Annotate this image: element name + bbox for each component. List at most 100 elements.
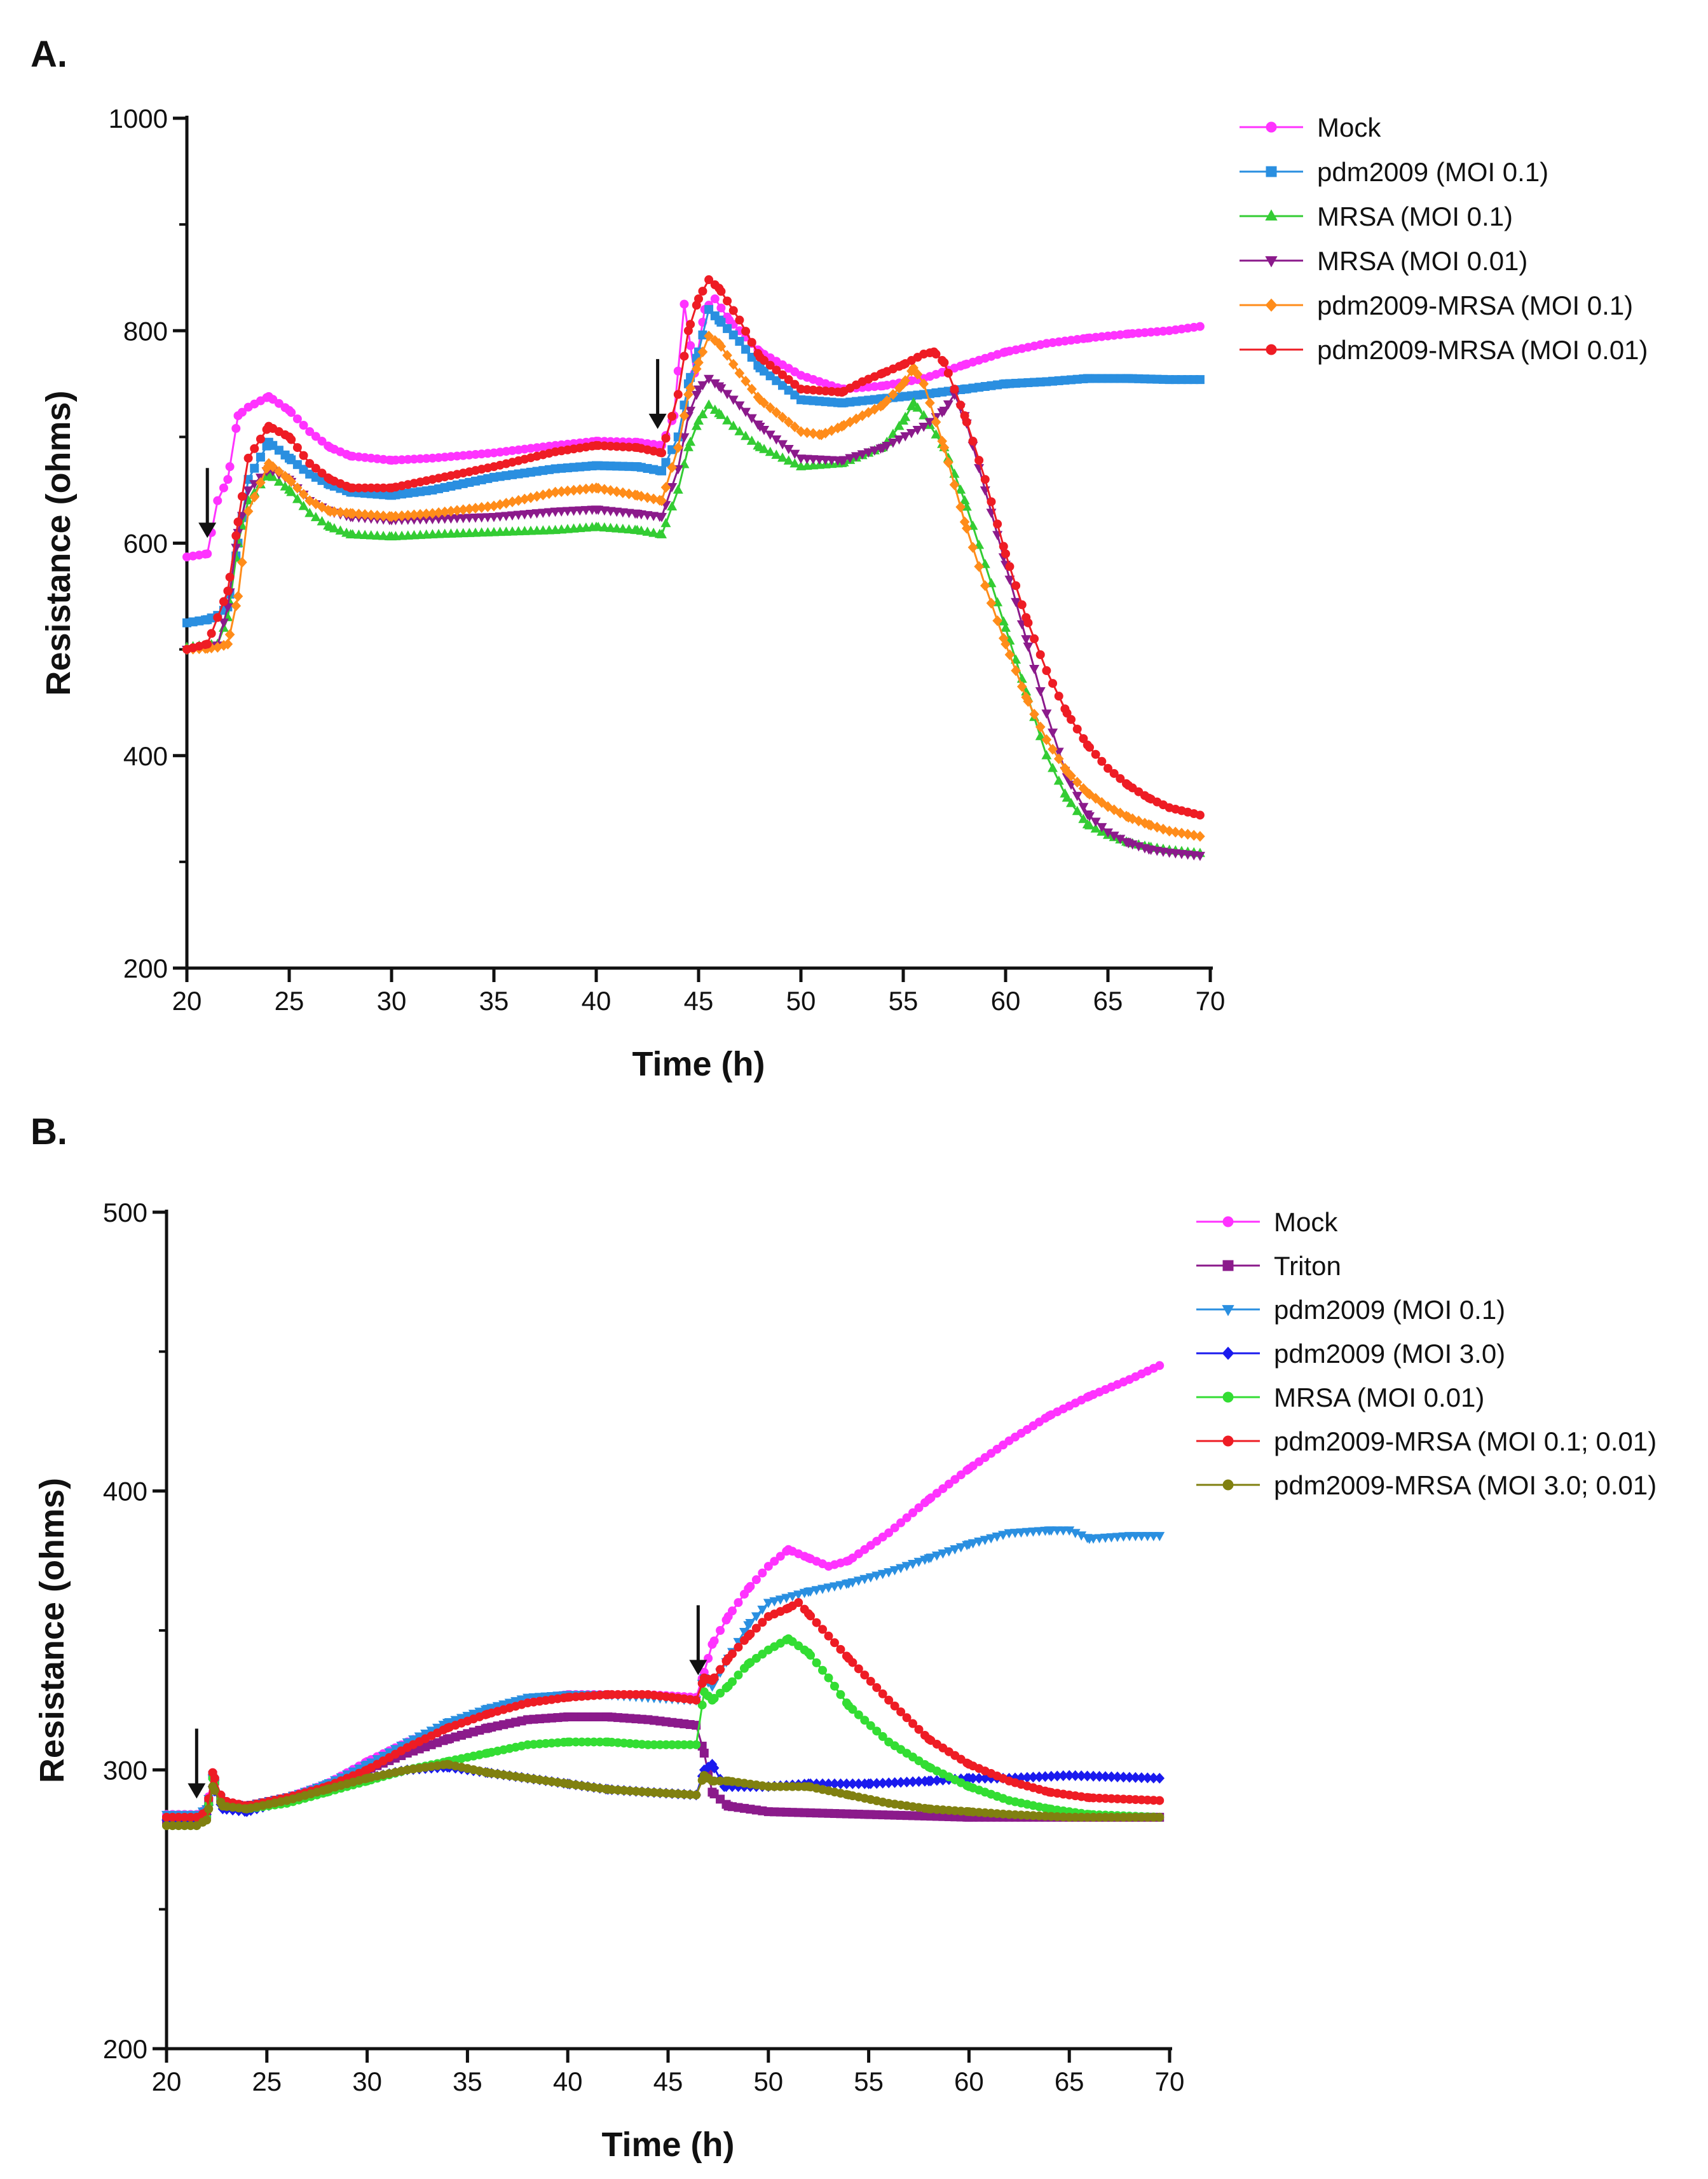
data-point (758, 1618, 767, 1627)
data-point (1035, 650, 1045, 659)
data-point (317, 437, 327, 446)
data-point (317, 468, 327, 478)
series-line (186, 335, 1201, 838)
data-point (919, 378, 929, 390)
data-point (1011, 598, 1021, 608)
data-point (728, 306, 738, 315)
data-point (1041, 709, 1052, 719)
data-point (890, 1701, 899, 1711)
legend-label: pdm2009-MRSA (MOI 0.01) (1317, 335, 1648, 365)
data-point (680, 299, 689, 309)
data-point (746, 1581, 755, 1591)
data-point (298, 500, 309, 510)
data-point (1109, 804, 1119, 816)
data-point (783, 455, 794, 465)
arrow-head (648, 413, 667, 429)
data-point (709, 1636, 719, 1646)
data-point (372, 530, 383, 540)
data-point (679, 410, 690, 421)
data-point (661, 458, 671, 467)
data-point (256, 453, 265, 462)
data-point (599, 522, 610, 532)
data-point (223, 475, 233, 484)
data-point (1001, 638, 1011, 650)
data-point (943, 369, 953, 378)
data-point (353, 529, 364, 539)
data-point (986, 598, 997, 609)
data-point (704, 331, 714, 342)
data-point (943, 1547, 954, 1557)
data-point (857, 450, 868, 460)
data-point (900, 432, 911, 442)
data-point (1088, 1534, 1099, 1544)
data-point (1195, 375, 1205, 385)
data-point (877, 1569, 888, 1580)
data-point (950, 1475, 960, 1484)
data-point (489, 513, 499, 523)
data-point (1042, 666, 1051, 676)
x-tick-label: 55 (854, 2066, 884, 2096)
data-point (775, 1552, 785, 1561)
series-5 (182, 331, 1205, 842)
data-point (657, 529, 667, 538)
legend-marker (1265, 298, 1278, 312)
data-point (1023, 618, 1033, 627)
data-point (987, 1449, 996, 1458)
legend-item: pdm2009-MRSA (MOI 0.01) (1240, 335, 1648, 365)
data-point (722, 390, 733, 400)
data-point (697, 381, 708, 391)
data-point (501, 512, 512, 521)
data-point (593, 482, 604, 494)
legend-item: Mock (1240, 113, 1381, 142)
data-point (673, 390, 683, 399)
data-point (908, 1508, 918, 1517)
data-point (222, 603, 233, 613)
data-point (699, 1749, 709, 1758)
x-tick-label: 25 (275, 986, 304, 1016)
x-tick-label: 40 (553, 2066, 583, 2096)
data-point (765, 446, 775, 456)
data-point (1054, 692, 1063, 701)
data-point (783, 416, 794, 428)
data-point (697, 1700, 707, 1710)
data-point (974, 456, 984, 465)
legend-item: pdm2009-MRSA (MOI 0.1; 0.01) (1196, 1426, 1657, 1456)
data-point (568, 507, 579, 516)
data-point (727, 1606, 737, 1616)
data-point (884, 1695, 894, 1705)
data-point (249, 491, 260, 503)
data-point (939, 358, 949, 367)
y-tick-label: 600 (123, 529, 168, 559)
data-point (812, 1618, 821, 1627)
data-point (694, 294, 703, 304)
data-point (866, 1721, 875, 1730)
legend-label: MRSA (MOI 0.01) (1274, 1383, 1484, 1412)
data-point (854, 1710, 863, 1719)
series-5 (162, 1634, 1165, 1831)
data-point (735, 315, 744, 325)
data-point (1041, 749, 1052, 760)
data-point (980, 580, 990, 591)
data-point (263, 458, 274, 469)
data-point (1009, 1529, 1020, 1538)
data-point (543, 508, 554, 518)
data-point (657, 466, 667, 475)
data-point (1090, 793, 1101, 804)
data-point (765, 360, 775, 370)
data-point (611, 486, 622, 497)
data-point (741, 407, 751, 418)
data-point (1097, 796, 1107, 808)
data-point (1067, 714, 1076, 724)
series-6 (182, 275, 1205, 820)
data-point (777, 411, 788, 423)
data-point (673, 484, 683, 494)
data-point (231, 424, 241, 434)
data-point (894, 420, 905, 430)
data-point (347, 529, 358, 538)
data-point (987, 497, 996, 507)
data-point (974, 561, 984, 572)
data-point (660, 517, 671, 528)
data-point (1030, 634, 1039, 643)
data-point (680, 352, 689, 361)
data-point (808, 428, 819, 439)
